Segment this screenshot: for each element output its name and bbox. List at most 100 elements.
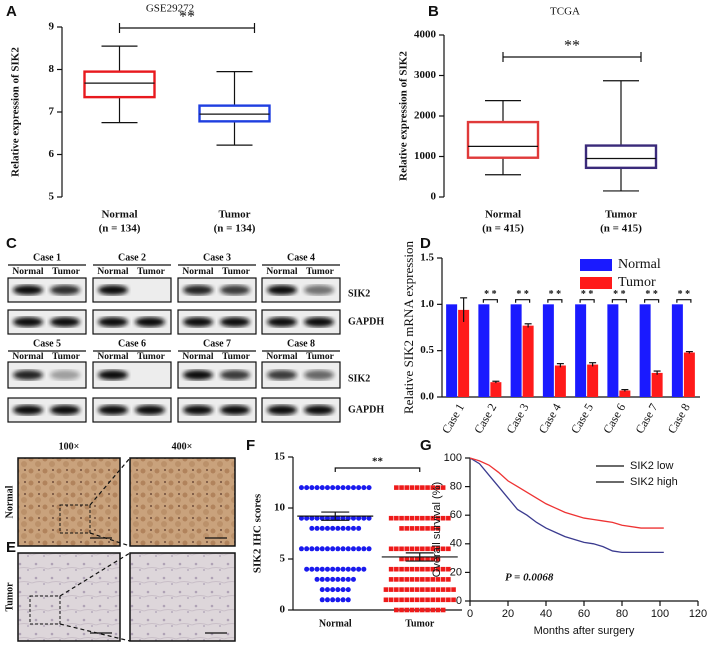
panel-label: D (420, 235, 431, 252)
dot (430, 577, 436, 582)
dot (435, 597, 441, 603)
dot (324, 515, 330, 521)
dot (345, 485, 351, 491)
blot-band (304, 370, 334, 380)
bar (522, 325, 534, 397)
y-axis-label: Relative SIK2 mRNA expression (401, 241, 416, 414)
dot (324, 576, 330, 582)
significance: * * (516, 289, 529, 300)
dot (409, 597, 415, 603)
dot (314, 576, 320, 582)
dot (345, 546, 351, 552)
dot (404, 515, 410, 521)
dot (304, 566, 310, 572)
dot (404, 577, 410, 582)
x-tick-label: 40 (540, 608, 552, 620)
dot (420, 607, 425, 613)
x-axis-label: Months after surgery (534, 625, 635, 637)
sig-bracket (579, 299, 595, 303)
row-label: Normal (4, 485, 15, 518)
legend-label: Tumor (618, 275, 656, 290)
dot (425, 485, 430, 490)
significance: ** (179, 9, 195, 26)
dot (404, 597, 410, 603)
dot (435, 485, 441, 490)
sig-bracket (482, 299, 498, 303)
dot (383, 597, 389, 603)
blot-band (183, 370, 213, 380)
dot (409, 556, 415, 562)
legend-label: SIK2 low (630, 460, 673, 472)
x-tick-label: Normal (319, 618, 352, 629)
dot (435, 556, 441, 562)
x-tick-label: Tumor (605, 209, 637, 221)
dot (366, 546, 372, 552)
dot (440, 515, 446, 521)
magnification: 100× (59, 441, 80, 452)
dot (425, 566, 430, 572)
annotation: P = 0.0068 (505, 572, 554, 584)
zoom-line (89, 532, 131, 547)
x-tick-label: Normal (101, 209, 137, 221)
chart-title: TCGA (550, 6, 580, 18)
y-tick-label: 5 (49, 191, 55, 203)
lane-label: Tumor (52, 352, 80, 362)
dot (319, 485, 325, 491)
lane-label: Normal (12, 267, 43, 277)
dot (446, 566, 451, 572)
significance: * * (645, 289, 658, 300)
bar (554, 365, 566, 397)
dot (361, 515, 367, 521)
lane-label: Tumor (306, 352, 334, 362)
blot-band (98, 317, 128, 327)
blot-band (220, 405, 250, 415)
dot (435, 515, 441, 521)
panel-label: C (6, 235, 17, 252)
dot (404, 485, 410, 490)
dot (420, 515, 425, 521)
significance: * * (581, 289, 594, 300)
y-tick-label: 0 (456, 595, 462, 607)
lane-label: Tumor (137, 267, 165, 277)
dot (319, 576, 325, 582)
dot (309, 546, 315, 552)
y-tick-label: 0.5 (420, 344, 434, 356)
y-axis-label: Overall survival (%) (431, 482, 443, 577)
lane-label: Normal (182, 352, 213, 362)
dot (446, 587, 451, 592)
dot (361, 566, 367, 572)
dot (430, 546, 436, 552)
dot (430, 556, 436, 562)
x-tick-label: Case 3 (503, 401, 531, 436)
dot (399, 607, 404, 613)
dot (324, 525, 330, 531)
dot (435, 587, 441, 592)
dot (425, 607, 430, 613)
dot (366, 485, 372, 491)
dot (335, 485, 341, 491)
dot (446, 546, 451, 552)
dot (399, 526, 404, 531)
y-tick-label: 5 (280, 553, 286, 565)
significance: * * (678, 289, 691, 300)
dot (335, 546, 341, 552)
dot (440, 587, 446, 592)
x-tick-label: Case 8 (665, 401, 693, 436)
dot (345, 597, 351, 603)
dot (425, 556, 430, 562)
sig-bracket (644, 299, 660, 303)
dot (394, 607, 399, 613)
dot (388, 546, 394, 552)
dot (414, 587, 420, 592)
dot (314, 515, 320, 521)
dot (430, 515, 436, 521)
bar (639, 304, 651, 397)
x-tick-label: 120 (689, 608, 707, 620)
dot (340, 597, 346, 603)
lane-label: Tumor (222, 267, 250, 277)
case-label: Case 1 (33, 252, 61, 263)
row-label: Tumor (4, 582, 15, 612)
dot (399, 587, 404, 592)
dot (399, 577, 404, 582)
dot (309, 515, 315, 521)
